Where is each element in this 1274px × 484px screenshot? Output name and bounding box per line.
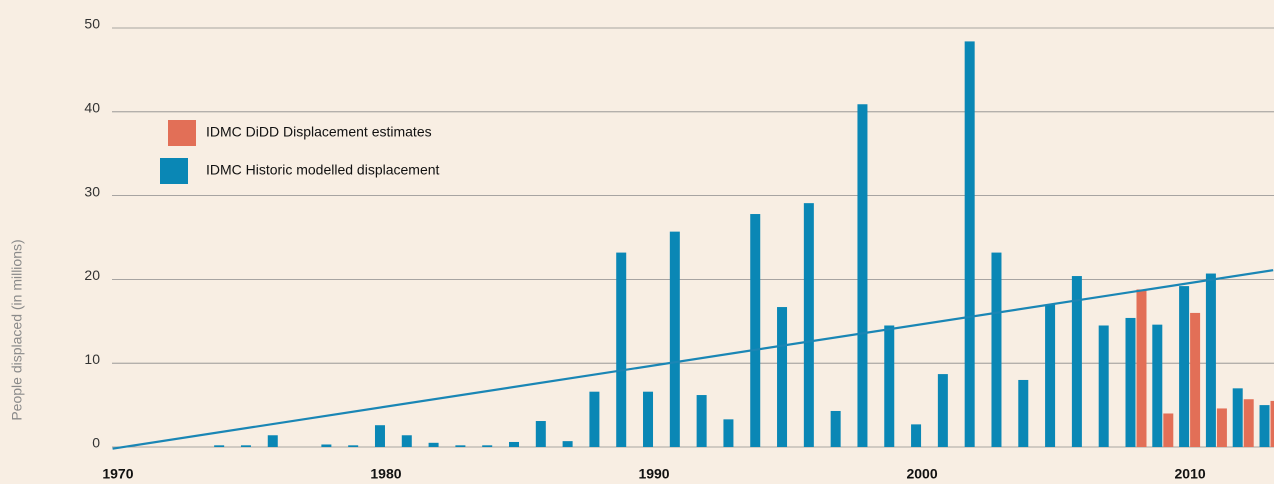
bar	[1270, 400, 1274, 447]
bar	[616, 252, 627, 447]
bar	[348, 445, 359, 447]
bar	[214, 445, 225, 447]
bar	[1243, 399, 1254, 447]
bar	[937, 374, 948, 447]
y-tick-label: 50	[84, 16, 100, 32]
bar	[535, 421, 546, 447]
bar	[1098, 325, 1109, 447]
y-tick-label: 0	[92, 435, 100, 451]
y-tick-label: 20	[84, 267, 100, 283]
bar	[428, 442, 439, 447]
bar	[830, 410, 841, 447]
bar	[1163, 413, 1174, 447]
bar	[374, 425, 385, 447]
bar	[803, 203, 814, 447]
bar	[455, 445, 466, 447]
bar	[1125, 317, 1136, 447]
bar	[1136, 289, 1147, 447]
x-tick-label: 1990	[638, 466, 669, 482]
x-tick-label: 1970	[102, 466, 133, 482]
bar	[1071, 276, 1082, 447]
legend-label: IDMC Historic modelled displacement	[206, 162, 440, 178]
y-axis-title: People displaced (in millions)	[9, 239, 25, 420]
x-tick-label: 2010	[1175, 466, 1206, 482]
bar	[1190, 312, 1201, 447]
bar	[669, 231, 680, 447]
bar	[643, 391, 654, 447]
bar	[696, 395, 707, 447]
bar	[1232, 388, 1243, 447]
bar	[1205, 273, 1216, 447]
bar	[267, 435, 278, 447]
bar	[1259, 405, 1270, 447]
bar	[964, 41, 975, 448]
y-tick-label: 30	[84, 183, 100, 199]
bar	[321, 444, 332, 447]
bar	[509, 441, 519, 447]
y-tick-label: 40	[84, 100, 100, 116]
bar	[1152, 324, 1163, 447]
bar	[1018, 379, 1029, 447]
bar	[240, 445, 251, 447]
legend-swatch	[168, 120, 196, 146]
bar	[750, 214, 761, 447]
y-tick-label: 10	[84, 351, 100, 367]
x-tick-label: 2000	[906, 466, 937, 482]
bar	[857, 104, 868, 448]
legend-label: IDMC DiDD Displacement estimates	[206, 124, 432, 140]
bar	[991, 252, 1002, 447]
bar	[723, 419, 734, 447]
bar	[911, 424, 922, 447]
bar	[1045, 304, 1056, 447]
bar	[562, 441, 573, 447]
bar	[884, 325, 895, 447]
bar	[1216, 408, 1227, 447]
bar	[401, 435, 412, 447]
bar	[589, 391, 600, 447]
legend-swatch	[160, 158, 188, 184]
bar	[1179, 286, 1190, 447]
trend-line	[112, 269, 1274, 450]
x-tick-label: 1980	[370, 466, 401, 482]
bar	[777, 307, 788, 447]
bar	[482, 445, 493, 447]
